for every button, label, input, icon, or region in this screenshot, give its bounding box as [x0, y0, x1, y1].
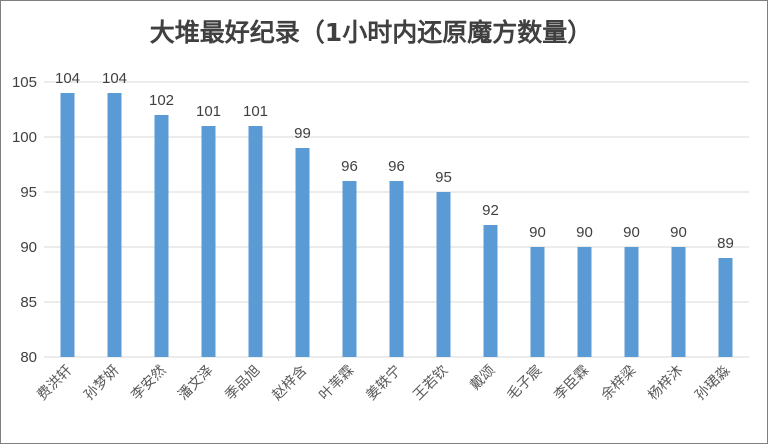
data-label: 99	[294, 125, 311, 142]
x-tick-label: 潘文泽	[175, 363, 216, 404]
bar	[530, 247, 545, 357]
y-tick-label: 95	[20, 184, 37, 201]
x-tick-label: 孙梦妍	[81, 363, 122, 404]
bar	[389, 181, 404, 357]
data-label: 101	[196, 103, 221, 120]
bar	[577, 247, 592, 357]
x-tick-label: 王若钦	[410, 363, 451, 404]
bar	[154, 115, 169, 357]
bar	[436, 192, 451, 357]
x-tick-label: 孙珺淼	[692, 363, 733, 404]
bar	[107, 93, 122, 357]
bar	[671, 247, 686, 357]
y-tick-label: 90	[20, 239, 37, 256]
data-label: 104	[102, 70, 127, 87]
y-tick-label: 85	[20, 294, 37, 311]
data-label: 90	[529, 224, 546, 241]
y-axis-ticks: 80 85 90 95 100 105	[12, 74, 37, 366]
bar	[624, 247, 639, 357]
data-label: 90	[670, 224, 687, 241]
bars	[60, 93, 733, 357]
x-tick-label: 姜轶宁	[363, 362, 405, 404]
data-label: 102	[149, 92, 174, 109]
bar	[718, 258, 733, 357]
data-label: 95	[435, 169, 452, 186]
x-tick-label: 李臣霖	[551, 363, 592, 404]
data-label: 92	[482, 202, 499, 219]
x-tick-label: 叶苇霖	[316, 363, 357, 404]
bar	[201, 126, 216, 357]
y-tick-label: 100	[12, 129, 37, 146]
data-label: 101	[243, 103, 268, 120]
x-tick-label: 费洪轩	[34, 363, 75, 404]
bar	[248, 126, 263, 357]
bar	[60, 93, 75, 357]
bar	[295, 148, 310, 357]
data-label: 96	[388, 158, 405, 175]
data-label: 104	[55, 70, 80, 87]
y-tick-label: 105	[12, 74, 37, 91]
data-labels: 104 104 102 101 101 99 96 96 95 92 90 90 90 90 89	[55, 70, 734, 252]
x-tick-label: 毛子宸	[504, 362, 546, 404]
x-tick-label: 余梓梁	[598, 362, 640, 404]
x-tick-label: 李安然	[128, 362, 170, 404]
x-tick-label: 戴颂	[467, 363, 498, 394]
data-label: 90	[623, 224, 640, 241]
x-tick-label: 季品旭	[222, 363, 263, 404]
x-tick-label: 赵梓含	[269, 363, 310, 404]
data-label: 96	[341, 158, 358, 175]
x-axis-ticks: 费洪轩 孙梦妍 李安然 潘文泽 季品旭 赵梓含 叶苇霖 姜轶宁 王若钦 戴颂 毛子宸 李臣霖 余梓梁 杨梓…	[34, 362, 733, 404]
data-label: 90	[576, 224, 593, 241]
bar	[483, 225, 498, 357]
x-tick-label: 杨梓沐	[645, 363, 686, 404]
y-tick-label: 80	[20, 349, 37, 366]
bar	[342, 181, 357, 357]
chart-title: 大堆最好纪录（1小时内还原魔方数量）	[150, 18, 592, 47]
data-label: 89	[717, 235, 734, 252]
